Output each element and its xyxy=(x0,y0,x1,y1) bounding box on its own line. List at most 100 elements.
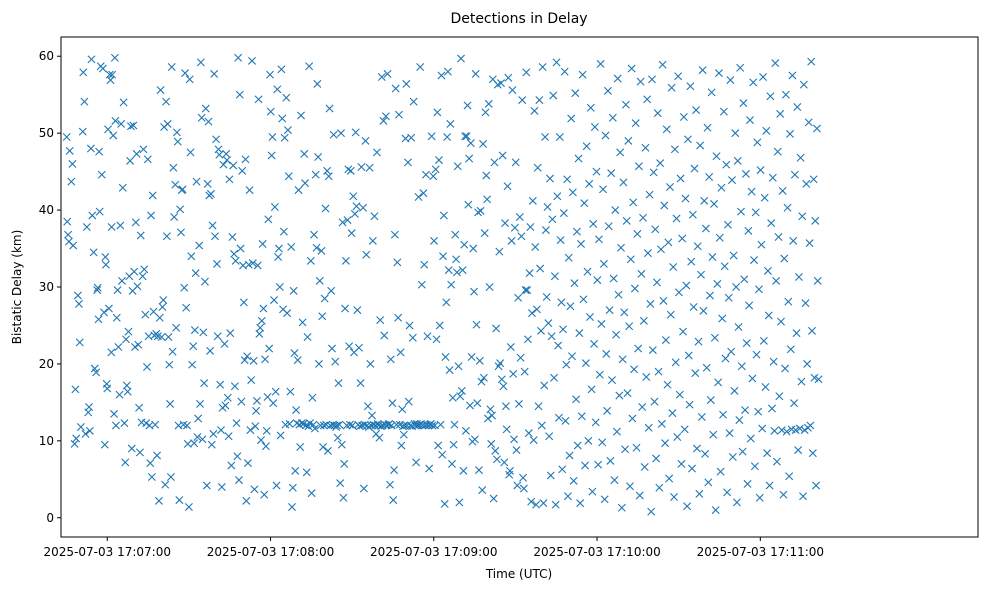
data-point xyxy=(781,364,790,373)
data-point xyxy=(594,460,603,469)
data-point xyxy=(533,163,542,172)
data-point xyxy=(118,183,127,192)
data-point xyxy=(425,464,434,473)
data-point xyxy=(537,326,545,335)
data-point xyxy=(630,284,639,293)
data-point xyxy=(248,259,257,268)
data-point xyxy=(385,480,394,489)
data-point xyxy=(352,202,361,211)
data-point xyxy=(333,433,342,442)
data-point xyxy=(551,500,560,509)
data-point xyxy=(249,356,258,365)
data-point xyxy=(278,114,287,123)
data-point xyxy=(196,58,205,67)
data-point xyxy=(400,421,409,430)
data-point xyxy=(479,139,488,148)
data-point xyxy=(252,396,261,405)
data-point xyxy=(297,419,306,428)
data-point xyxy=(495,247,504,256)
data-point xyxy=(591,418,600,427)
data-point xyxy=(191,269,200,278)
data-point xyxy=(153,451,162,460)
data-point xyxy=(539,499,548,508)
data-point xyxy=(529,436,538,445)
data-point xyxy=(690,164,699,173)
data-point xyxy=(575,329,584,338)
data-point xyxy=(674,288,683,297)
data-point xyxy=(791,426,800,435)
data-point xyxy=(75,338,84,347)
data-point xyxy=(717,183,726,192)
data-point xyxy=(648,75,657,84)
data-point xyxy=(601,131,610,140)
data-point xyxy=(585,313,594,321)
data-point xyxy=(749,78,758,87)
data-point xyxy=(476,206,485,215)
data-point xyxy=(439,252,448,261)
data-point xyxy=(172,128,181,137)
data-point xyxy=(129,121,138,130)
data-point xyxy=(451,230,460,239)
data-point xyxy=(380,331,389,340)
data-point xyxy=(796,153,805,162)
data-point xyxy=(229,161,238,170)
data-point xyxy=(131,218,140,227)
data-point xyxy=(428,421,437,430)
data-point xyxy=(238,166,247,175)
data-point xyxy=(803,359,812,368)
data-point xyxy=(640,463,649,471)
y-axis-ticks: 0 10 20 30 40 50 60 xyxy=(39,49,61,525)
data-point xyxy=(224,432,233,441)
data-point xyxy=(311,170,320,179)
data-point xyxy=(444,266,453,275)
data-point xyxy=(766,92,775,101)
data-point xyxy=(252,406,261,415)
y-tick-label: 40 xyxy=(39,203,54,217)
data-point xyxy=(765,481,774,490)
data-point xyxy=(678,234,687,243)
data-point xyxy=(466,139,475,148)
data-point xyxy=(133,282,142,291)
data-point xyxy=(572,227,581,236)
data-point xyxy=(315,276,324,285)
data-point xyxy=(645,190,654,199)
data-point xyxy=(416,63,425,71)
data-point xyxy=(513,481,522,490)
data-point xyxy=(503,182,512,191)
data-point xyxy=(431,165,440,174)
data-point xyxy=(458,266,467,275)
data-point xyxy=(757,240,766,249)
data-point xyxy=(126,156,135,165)
data-point xyxy=(209,429,218,438)
data-point xyxy=(608,376,617,385)
data-point xyxy=(182,303,191,312)
data-point xyxy=(807,57,816,66)
data-point xyxy=(474,208,483,217)
data-point xyxy=(337,129,345,138)
data-point xyxy=(688,464,697,473)
data-point xyxy=(631,119,640,128)
data-point xyxy=(670,493,679,501)
data-point xyxy=(746,434,755,443)
data-point xyxy=(655,483,664,492)
data-point xyxy=(577,239,585,248)
data-point xyxy=(325,104,334,113)
data-point xyxy=(518,96,527,105)
data-point xyxy=(545,432,554,441)
data-point xyxy=(112,313,121,322)
data-point xyxy=(109,131,118,140)
data-point xyxy=(265,70,274,79)
data-point xyxy=(733,156,742,165)
data-point xyxy=(298,318,307,327)
data-point xyxy=(703,123,712,132)
data-point xyxy=(85,403,94,411)
data-point xyxy=(674,72,683,81)
data-point xyxy=(158,303,167,311)
data-point xyxy=(789,236,798,245)
data-point xyxy=(107,223,116,231)
data-point xyxy=(167,63,176,71)
data-point xyxy=(79,68,88,77)
data-point xyxy=(511,158,520,167)
data-point xyxy=(793,103,802,111)
data-point xyxy=(361,136,370,145)
